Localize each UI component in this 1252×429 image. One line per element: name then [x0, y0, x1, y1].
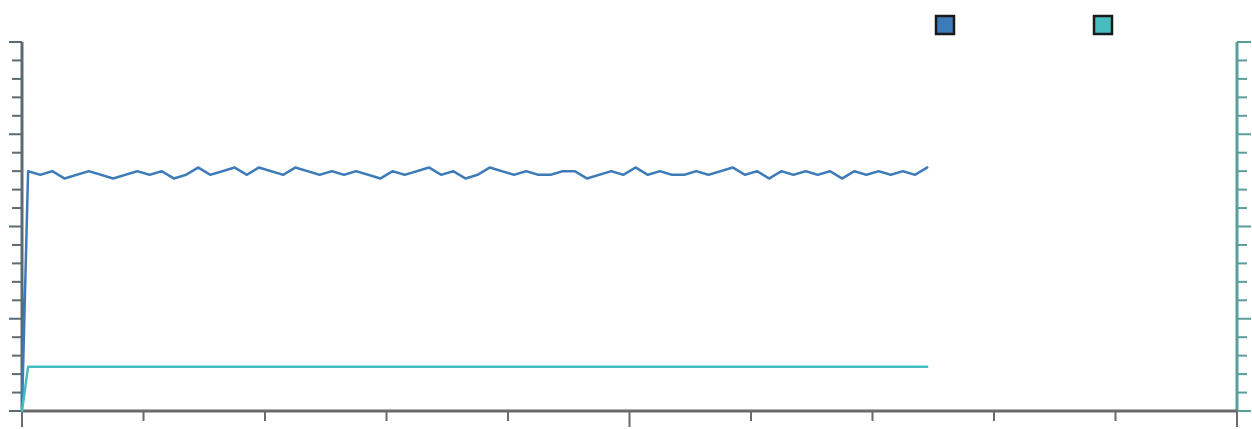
left-y-axis	[9, 41, 24, 412]
x-axis	[21, 409, 1238, 427]
series-line-2	[20, 365, 929, 413]
legend-swatch-1	[934, 14, 956, 36]
series-line-1	[20, 166, 929, 413]
legend-swatch-2	[1092, 14, 1114, 36]
right-y-axis	[1235, 41, 1251, 412]
plot-area	[20, 166, 929, 413]
legend	[934, 14, 1114, 36]
